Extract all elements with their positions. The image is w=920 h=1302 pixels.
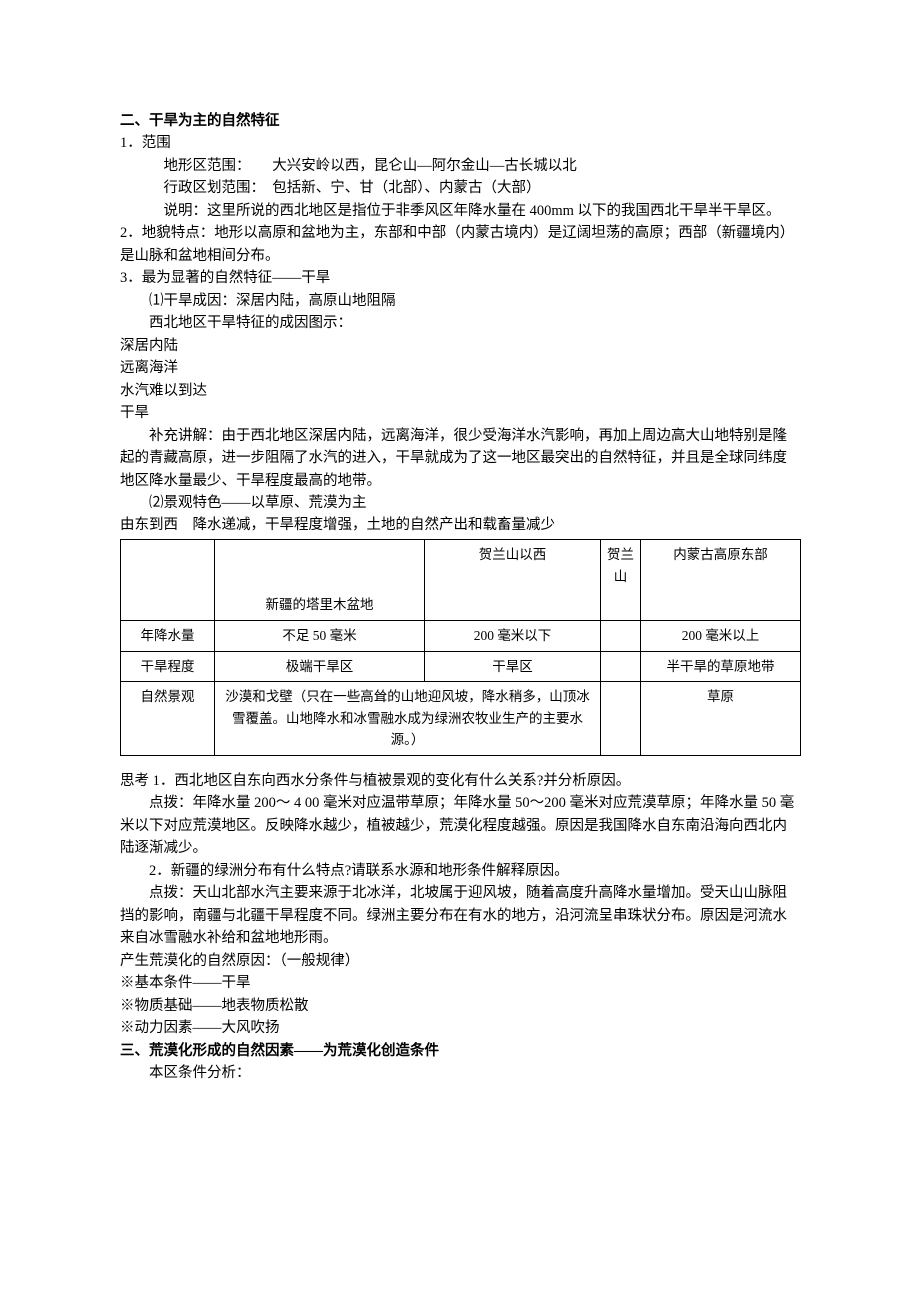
sec2-l2: 远离海洋 — [120, 357, 800, 379]
cell-arid-4: 半干旱的草原地带 — [641, 651, 801, 682]
sec2-p1a: 地形区范围： 大兴安岭以西，昆仑山—阿尔金山—古长城以北 — [120, 155, 800, 177]
sec2-p2: 2．地貌特点：地形以高原和盆地为主，东部和中部（内蒙古境内）是辽阔坦荡的高原；西… — [120, 225, 794, 263]
cell-region-tarim: 新疆的塔里木盆地 — [215, 539, 425, 620]
sec2-p3d: ⑵景观特色——以草原、荒漠为主 — [120, 492, 800, 514]
sec2-p1: 1．范围 — [120, 132, 800, 154]
cell-arid-1: 极端干旱区 — [215, 651, 425, 682]
cell-arid-2: 干旱区 — [425, 651, 601, 682]
cell-arid-3 — [601, 651, 641, 682]
cell-region-helan-west: 贺兰山以西 — [425, 539, 601, 620]
sec2-p1c-wrap: 说明：这里所说的西北地区是指位于非季风区年降水量在 400mm 以下的我国西北干… — [120, 200, 800, 222]
cell-region-neimeng-east: 内蒙古高原东部 — [641, 539, 801, 620]
sec2-p3b: 西北地区干旱特征的成因图示： — [120, 312, 800, 334]
rules-r1: ※基本条件——干旱 — [120, 972, 800, 994]
cell-land-12: 沙漠和戈壁（只在一些高耸的山地迎风坡，降水稍多，山顶冰雪覆盖。山地降水和冰雪融水… — [215, 682, 601, 756]
cell-precip-4: 200 毫米以上 — [641, 620, 801, 651]
cell-precip-3 — [601, 620, 641, 651]
think-a2: 点拨：天山北部水汽主要来源于北冰洋，北坡属于迎风坡，随着高度升高降水量增加。受天… — [120, 882, 800, 949]
rules-title: 产生荒漠化的自然原因：（一般规律） — [120, 950, 800, 972]
sec3-p1: 本区条件分析： — [120, 1062, 800, 1084]
sec2-l3: 水汽难以到达 — [120, 380, 800, 402]
sec2-p3: 3．最为显著的自然特征——干旱 — [120, 267, 800, 289]
rules-r2: ※物质基础——地表物质松散 — [120, 995, 800, 1017]
section3-title: 三、荒漠化形成的自然因素——为荒漠化创造条件 — [120, 1040, 800, 1062]
sec2-p2-wrap: 2．地貌特点：地形以高原和盆地为主，东部和中部（内蒙古境内）是辽阔坦荡的高原；西… — [120, 222, 800, 267]
cell-rowhead-precip: 年降水量 — [121, 620, 215, 651]
sec2-p3c: 补充讲解：由于西北地区深居内陆，远离海洋，很少受海洋水汽影响，再加上周边高大山地… — [120, 425, 800, 492]
cell-rowhead-arid: 干旱程度 — [121, 651, 215, 682]
cell-precip-1: 不足 50 毫米 — [215, 620, 425, 651]
sec2-p3a: ⑴干旱成因：深居内陆，高原山地阻隔 — [120, 290, 800, 312]
table-row: 新疆的塔里木盆地 贺兰山以西 贺兰山 内蒙古高原东部 — [121, 539, 801, 620]
think-a1: 点拨：年降水量 200～ 4 00 毫米对应温带草原；年降水量 50～200 毫… — [120, 792, 800, 859]
rules-r3: ※动力因素——大风吹扬 — [120, 1017, 800, 1039]
cell-land-4: 草原 — [641, 682, 801, 756]
cell-blank — [121, 539, 215, 620]
document-page: 二、干旱为主的自然特征 1．范围 地形区范围： 大兴安岭以西，昆仑山—阿尔金山—… — [0, 0, 920, 1144]
think-q1: 思考 1．西北地区自东向西水分条件与植被景观的变化有什么关系?并分析原因。 — [120, 770, 800, 792]
sec2-p1b: 行政区划范围： 包括新、宁、甘（北部）、内蒙古（大部） — [120, 177, 800, 199]
table-row: 自然景观 沙漠和戈壁（只在一些高耸的山地迎风坡，降水稍多，山顶冰雪覆盖。山地降水… — [121, 682, 801, 756]
section2-title: 二、干旱为主的自然特征 — [120, 110, 800, 132]
landscape-table: 新疆的塔里木盆地 贺兰山以西 贺兰山 内蒙古高原东部 年降水量 不足 50 毫米… — [120, 539, 801, 756]
table-row: 年降水量 不足 50 毫米 200 毫米以下 200 毫米以上 — [121, 620, 801, 651]
sec2-p3e: 由东到西 降水递减，干旱程度增强，土地的自然产出和载畜量减少 — [120, 514, 800, 536]
sec2-l4: 干旱 — [120, 402, 800, 424]
table-row: 干旱程度 极端干旱区 干旱区 半干旱的草原地带 — [121, 651, 801, 682]
think-q2: 2．新疆的绿洲分布有什么特点?请联系水源和地形条件解释原因。 — [120, 860, 800, 882]
sec2-p1c: 说明：这里所说的西北地区是指位于非季风区年降水量在 400mm 以下的我国西北干… — [164, 200, 801, 222]
sec2-l1: 深居内陆 — [120, 335, 800, 357]
cell-precip-2: 200 毫米以下 — [425, 620, 601, 651]
cell-rowhead-landscape: 自然景观 — [121, 682, 215, 756]
cell-region-helan: 贺兰山 — [601, 539, 641, 620]
cell-land-3 — [601, 682, 641, 756]
